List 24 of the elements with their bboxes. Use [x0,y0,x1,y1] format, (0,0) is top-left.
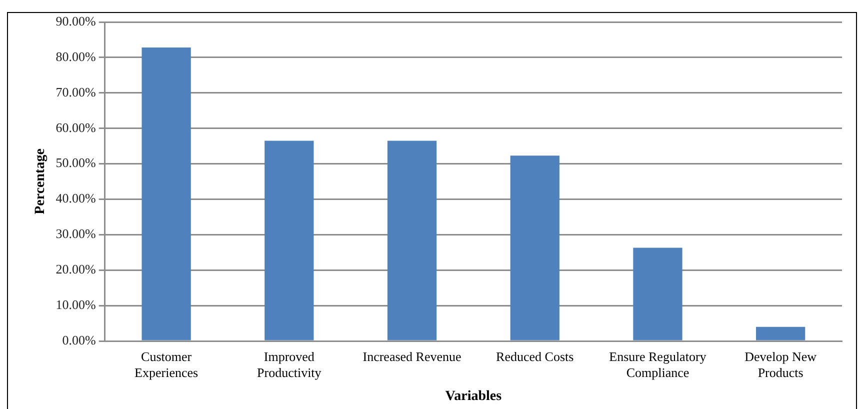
y-tick-label: 10.00% [56,296,96,312]
x-tick-label: Reduced Costs [496,349,574,364]
y-axis-title: Percentage [33,148,48,214]
y-tick-label: 60.00% [56,120,96,135]
bar [142,48,191,340]
bar [633,248,682,340]
x-axis-title: Variables [445,389,502,404]
y-tick-label: 50.00% [56,155,96,170]
y-tick-label: 40.00% [56,190,96,206]
x-tick-label: Increased Revenue [362,349,462,364]
bar [510,156,560,340]
y-tick-label: 0.00% [62,332,96,348]
y-tick-label: 20.00% [56,262,96,277]
y-tick-label: 70.00% [56,84,96,100]
y-tick-label: 30.00% [56,226,96,242]
x-tick-label: Customer Experiences [134,349,198,380]
bar [756,326,806,340]
bar [264,140,314,340]
bar [387,140,437,340]
y-tick-label: 80.00% [56,48,96,64]
x-tick-label: Ensure Regulatory Compliance [609,349,707,380]
y-tick-label: 90.00% [56,13,96,28]
x-tick-label: Improved Productivity [257,349,322,380]
x-tick-label: Develop New Products [744,349,818,380]
